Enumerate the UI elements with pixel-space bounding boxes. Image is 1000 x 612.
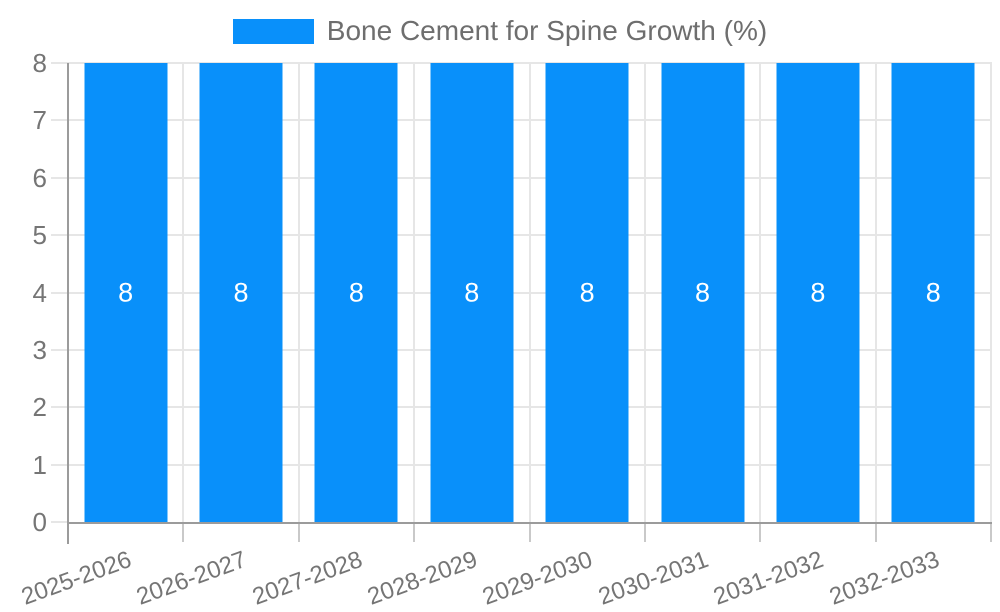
bar[interactable]: 8	[430, 63, 514, 522]
x-tick-mark	[528, 524, 531, 542]
bar-value-label: 8	[810, 277, 826, 307]
bar-value-label: 8	[464, 277, 480, 307]
x-tick-label: 2028-2029	[363, 546, 482, 611]
gridline-horizontal	[69, 291, 992, 294]
x-tick-mark	[759, 524, 762, 542]
bar[interactable]: 8	[199, 63, 283, 522]
y-axis: 8 7 6 5 4 3 2 1 0	[0, 50, 69, 535]
bar-value-label: 8	[925, 277, 941, 307]
legend-item[interactable]: Bone Cement for Spine Growth (%)	[232, 15, 768, 46]
legend: Bone Cement for Spine Growth (%)	[0, 16, 1000, 46]
x-tick-label: 2031-2032	[710, 546, 828, 611]
x-tick-label: 2027-2028	[248, 546, 366, 611]
y-tick-label: 6	[32, 162, 47, 193]
y-tick-label: 7	[32, 105, 47, 136]
bar-value-label: 8	[579, 277, 595, 307]
category-column: 8 2026-2027	[133, 63, 300, 611]
y-tick-mark	[51, 406, 69, 409]
y-tick-label: 2	[32, 392, 47, 423]
bar-value-label: 8	[348, 277, 364, 307]
x-tick-mark	[413, 524, 416, 542]
gridline-horizontal	[69, 348, 992, 351]
y-tick-mark	[51, 463, 69, 466]
category-column: 8 2032-2033	[825, 63, 992, 611]
bar[interactable]: 8	[84, 63, 168, 522]
y-tick-label: 5	[32, 220, 47, 251]
x-tick-mark	[297, 524, 300, 542]
bar[interactable]: 8	[891, 63, 975, 522]
x-tick-label: 2026-2027	[133, 546, 251, 611]
bar-value-label: 8	[118, 277, 134, 307]
gridline-horizontal	[69, 463, 992, 466]
x-tick-label: 2029-2030	[479, 546, 597, 611]
y-tick-label: 3	[32, 334, 47, 365]
y-tick-mark	[51, 234, 69, 237]
gridline-horizontal	[69, 234, 992, 237]
category-columns: 8 2025-2026 8 2026-2027 8 2027-2028 8 20…	[18, 63, 992, 611]
plot-area: 8 2025-2026 8 2026-2027 8 2027-2028 8 20…	[18, 62, 992, 611]
y-tick-mark	[51, 521, 69, 523]
legend-swatch-icon	[232, 18, 314, 44]
legend-label: Bone Cement for Spine Growth (%)	[326, 15, 768, 46]
category-column: 8 2027-2028	[249, 63, 416, 611]
bar[interactable]: 8	[661, 63, 745, 522]
y-tick-mark	[51, 62, 69, 64]
gridline-horizontal	[69, 406, 992, 409]
category-column: 8 2029-2030	[479, 63, 646, 611]
x-tick-label: 2030-2031	[594, 546, 712, 611]
category-column: 8 2025-2026	[18, 63, 185, 611]
gridline-horizontal	[69, 176, 992, 179]
y-tick-mark	[51, 119, 69, 122]
y-tick-mark	[51, 348, 69, 351]
y-tick-mark	[51, 176, 69, 179]
bar[interactable]: 8	[545, 63, 629, 522]
x-tick-mark	[874, 524, 877, 542]
y-tick-label: 4	[32, 277, 47, 308]
x-tick-mark	[182, 524, 185, 542]
bar-value-label: 8	[233, 277, 249, 307]
category-column: 8 2028-2029	[364, 63, 531, 611]
y-tick-label: 1	[32, 449, 47, 480]
x-tick-label: 2032-2033	[825, 546, 943, 611]
y-tick-mark	[51, 291, 69, 294]
x-axis-origin-tick	[67, 524, 69, 544]
gridline-horizontal	[69, 119, 992, 122]
y-tick-label: 8	[32, 48, 47, 78]
category-column: 8 2030-2031	[595, 63, 762, 611]
bar[interactable]: 8	[314, 63, 398, 522]
category-column: 8 2031-2032	[710, 63, 877, 611]
x-tick-label: 2025-2026	[17, 546, 135, 611]
y-tick-label: 0	[32, 507, 47, 537]
x-tick-mark	[990, 524, 992, 542]
x-tick-mark	[643, 524, 646, 542]
bar[interactable]: 8	[776, 63, 860, 522]
gridline-horizontal	[69, 62, 992, 64]
bar-value-label: 8	[695, 277, 711, 307]
